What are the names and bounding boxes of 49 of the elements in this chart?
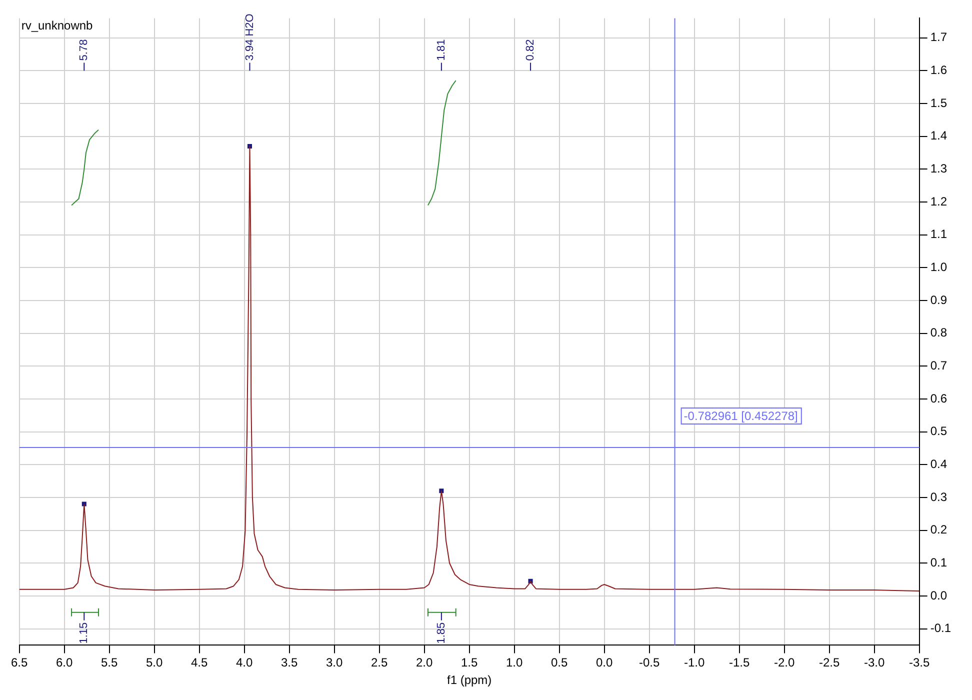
y-tick-label: 1.2 bbox=[930, 194, 948, 208]
y-tick-label: 1.7 bbox=[930, 30, 948, 44]
y-tick-label: -0.1 bbox=[930, 621, 952, 636]
x-tick-label: 2.0 bbox=[416, 656, 433, 670]
y-tick-label: 1.5 bbox=[930, 96, 948, 110]
x-axis-title: f1 (ppm) bbox=[446, 673, 492, 688]
x-tick-label: 6.5 bbox=[10, 656, 28, 670]
y-tick-label: 1.1 bbox=[930, 227, 948, 242]
x-tick-label: -1.0 bbox=[684, 656, 705, 670]
x-tick-label: -2.5 bbox=[818, 656, 840, 670]
y-tick-label: 0.2 bbox=[930, 522, 948, 537]
x-tick-label: 4.5 bbox=[190, 656, 208, 670]
x-tick-label: -0.5 bbox=[638, 656, 660, 670]
ref-line-label: -0.782961 [0.452278] bbox=[684, 408, 798, 423]
annotation: 1.81 bbox=[435, 39, 448, 61]
x-tick-label: 1.0 bbox=[506, 656, 523, 670]
x-tick-label: -2.0 bbox=[774, 656, 795, 670]
y-tick-label: 0.0 bbox=[930, 588, 948, 602]
x-tick-label: 3.0 bbox=[326, 656, 343, 670]
x-tick-label: 0.0 bbox=[596, 656, 613, 670]
y-tick-label: 0.4 bbox=[930, 456, 948, 471]
annotation: 3.94 H2O bbox=[244, 13, 256, 61]
annotation: 5.78 bbox=[78, 39, 90, 61]
x-tick-label: -3.0 bbox=[864, 656, 885, 670]
x-tick-label: 6.0 bbox=[56, 656, 74, 670]
y-tick-label: 1.3 bbox=[930, 162, 948, 176]
y-tick-label: 0.7 bbox=[930, 358, 948, 372]
x-tick-label: 3.5 bbox=[280, 656, 298, 670]
x-tick-label: 1.5 bbox=[460, 656, 478, 670]
y-tick-label: 0.6 bbox=[930, 391, 948, 406]
annotation: 1.85 bbox=[435, 622, 448, 644]
x-tick-label: 5.0 bbox=[146, 656, 163, 670]
y-tick-label: 1.4 bbox=[930, 128, 948, 143]
y-tick-label: 0.1 bbox=[930, 555, 948, 570]
annotation: 1.15 bbox=[78, 622, 90, 644]
y-tick-label: 1.6 bbox=[930, 63, 948, 78]
x-tick-label: 5.5 bbox=[100, 656, 118, 670]
y-tick-label: 0.8 bbox=[930, 326, 948, 340]
x-tick-label: 0.5 bbox=[550, 656, 568, 670]
y-tick-label: 0.9 bbox=[930, 292, 948, 307]
x-tick-label: 4.0 bbox=[236, 656, 253, 670]
y-tick-label: 1.0 bbox=[930, 260, 948, 274]
x-tick-label: -3.5 bbox=[908, 656, 930, 670]
x-tick-label: -1.5 bbox=[728, 656, 750, 670]
y-tick-label: 0.3 bbox=[930, 490, 948, 504]
x-tick-label: 2.5 bbox=[370, 656, 388, 670]
annotation: 0.82 bbox=[524, 39, 537, 61]
y-tick-label: 0.5 bbox=[930, 424, 948, 438]
chart-title: rv_unknownb bbox=[21, 18, 94, 33]
